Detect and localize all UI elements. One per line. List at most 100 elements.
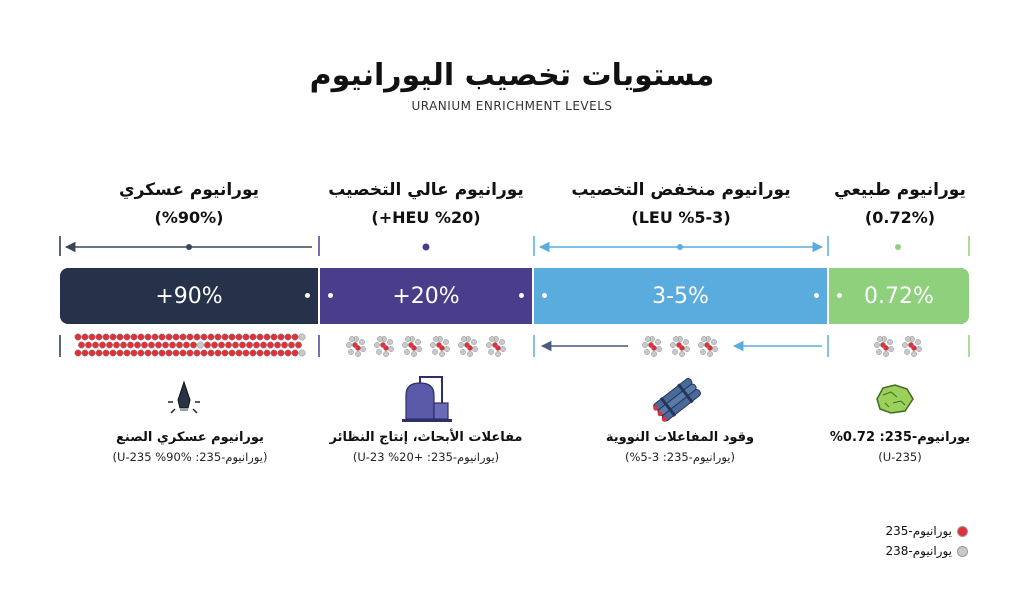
u235-atom	[221, 333, 229, 341]
u235-atom	[158, 333, 166, 341]
military-use-title: يورانيوم عسكري الصنع	[116, 430, 264, 445]
u235-atom	[176, 341, 183, 349]
u235-atom	[95, 333, 103, 341]
level-heu-pct: (HEU %20+)	[371, 208, 481, 227]
u235-atom	[144, 333, 152, 341]
u235-atom	[200, 349, 208, 357]
u235-atom	[221, 349, 229, 357]
u238-atom	[673, 336, 679, 342]
page-subtitle: URANIUM ENRICHMENT LEVELS	[411, 99, 613, 113]
level-natural-name: يورانيوم طبيعي	[834, 180, 966, 200]
u238-atom	[904, 349, 910, 355]
u238-atom	[430, 342, 436, 348]
u235-atom	[207, 333, 215, 341]
u235-atom	[183, 341, 190, 349]
u235-atom	[148, 341, 155, 349]
u235-atom	[162, 341, 169, 349]
u235-atom	[116, 333, 124, 341]
u238-atom	[377, 336, 383, 342]
heu-use-sub: (يورانيوم-235: +20% U-23)	[352, 450, 500, 464]
bar-dot	[328, 293, 333, 298]
u235-atom	[155, 341, 162, 349]
u238-atom	[433, 336, 439, 342]
level-heu-name: يورانيوم عالي التخصيب	[328, 180, 524, 200]
bar-dot	[814, 293, 819, 298]
u235-atom	[214, 333, 222, 341]
u238-atom	[432, 349, 438, 355]
u235-atom	[130, 333, 138, 341]
u238-atom	[411, 351, 417, 357]
u238-atom	[298, 333, 306, 341]
u238-atom	[489, 336, 495, 342]
bar-leu: 3-5%	[534, 268, 827, 324]
u235-atom	[158, 349, 166, 357]
u238-atom	[500, 346, 506, 352]
military-marker-dot	[186, 244, 192, 250]
u238-atom	[684, 346, 690, 352]
u235-atom	[411, 345, 417, 351]
u238-atom	[642, 342, 648, 348]
bar-natural: 0.72%	[829, 268, 969, 324]
bar-dot	[305, 293, 310, 298]
u238-atom	[877, 336, 883, 342]
u235-atom	[130, 349, 138, 357]
u238-atom	[874, 342, 880, 348]
u235-atom	[249, 333, 257, 341]
legend-item-u238: يورانيوم-238	[886, 544, 968, 558]
u235-atom	[228, 349, 236, 357]
u235-atom	[151, 333, 159, 341]
atom-clusters	[74, 333, 922, 357]
u238-atom	[679, 351, 685, 357]
u235-atom	[232, 341, 239, 349]
u235-atom	[249, 349, 257, 357]
u235-atom	[137, 333, 145, 341]
u235-atom	[218, 341, 225, 349]
fuel-rods-icon	[653, 378, 701, 422]
u235-atom	[242, 349, 250, 357]
bar-heu-label: 20%+	[392, 283, 460, 309]
u238-atom	[472, 346, 478, 352]
u235-atom	[92, 341, 99, 349]
legend-dot-u238	[957, 545, 968, 557]
research-reactor-icon	[402, 376, 452, 422]
u238-atom	[888, 346, 894, 352]
u235-atom	[134, 341, 141, 349]
u235-atom	[169, 341, 176, 349]
u235-atom	[106, 341, 113, 349]
level-natural-pct: (0.72%)	[864, 208, 936, 227]
u235-atom	[288, 341, 295, 349]
u235-atom	[186, 349, 194, 357]
u235-atom	[151, 349, 159, 357]
level-military-name: يورانيوم عسكري	[119, 180, 259, 200]
u238-atom	[387, 339, 393, 345]
u238-atom	[348, 349, 354, 355]
u235-atom	[242, 333, 250, 341]
u235-atom	[383, 345, 389, 351]
u238-atom	[388, 346, 394, 352]
u235-atom	[467, 345, 473, 351]
u238-atom	[415, 339, 421, 345]
u238-atom	[698, 342, 704, 348]
u238-atom	[439, 351, 445, 357]
heu-marker-dot	[422, 243, 430, 251]
u238-atom	[458, 342, 464, 348]
u235-atom	[256, 333, 264, 341]
u235-atom	[911, 345, 917, 351]
level-leu-pct: (LEU %5-3)	[631, 208, 731, 227]
u238-atom	[360, 346, 366, 352]
u235-atom	[127, 341, 134, 349]
u235-atom	[277, 349, 285, 357]
bar-dot	[542, 293, 547, 298]
ore-rock-icon	[876, 384, 914, 414]
u235-atom	[123, 333, 131, 341]
u238-atom	[359, 339, 365, 345]
u238-atom	[916, 346, 922, 352]
u238-atom	[883, 351, 889, 357]
u235-atom	[295, 341, 302, 349]
leu-marker-dot	[677, 244, 683, 250]
u235-atom	[78, 341, 85, 349]
u235-atom	[172, 349, 180, 357]
u238-atom	[645, 336, 651, 342]
u238-atom	[711, 339, 717, 345]
u235-atom	[225, 341, 232, 349]
